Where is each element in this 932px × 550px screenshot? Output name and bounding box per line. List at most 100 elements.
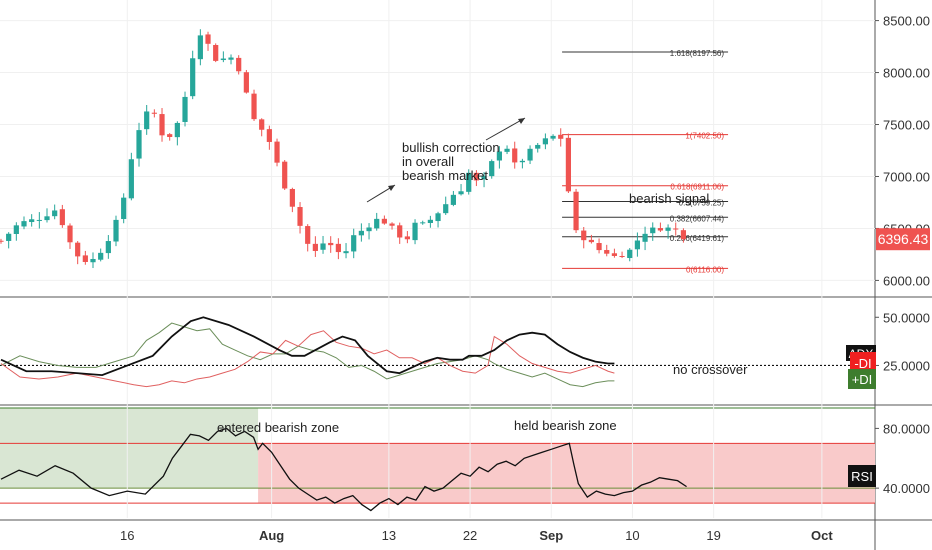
price-y-tick-label: 8000.00	[883, 66, 930, 81]
candle-body	[182, 96, 188, 122]
candle-body	[443, 204, 449, 214]
adx-series	[0, 316, 875, 388]
candle-body	[381, 218, 387, 224]
candle-body	[59, 209, 65, 226]
candle-body	[266, 129, 272, 142]
adx-y-axis: 50.0000 25.0000	[875, 310, 930, 373]
annotation-bullish-line-3: bearish market	[402, 168, 488, 183]
candle-body	[0, 240, 4, 242]
candle-body	[6, 233, 12, 241]
candle-body	[251, 93, 257, 120]
candle-body	[121, 197, 127, 220]
adx-legend: ADX -DI +DI	[846, 345, 876, 389]
candle-body	[611, 253, 618, 256]
candle-body	[13, 225, 19, 234]
adx-y-tick-label: 50.0000	[883, 310, 930, 325]
candle-body	[29, 219, 35, 223]
rsi-series	[0, 427, 687, 512]
candle-body	[358, 230, 364, 236]
candle-body	[473, 172, 479, 181]
candle-body	[412, 222, 418, 241]
candle-body	[565, 137, 571, 192]
candle-body	[205, 34, 211, 44]
rsi-y-tick-label: 80.0000	[883, 421, 930, 436]
candle-body	[144, 111, 150, 130]
annotation-arrow-2-head	[518, 118, 525, 124]
rsi-zones	[0, 407, 875, 504]
annotation-entered-bearish-zone: entered bearish zone	[217, 420, 339, 435]
candle-body	[680, 230, 687, 240]
candle-body	[90, 258, 96, 263]
candle-body	[289, 188, 295, 207]
candle-body	[75, 242, 81, 257]
candlestick-series	[0, 29, 687, 269]
time-x-axis: 16 Aug 13 22 Sep 10 19 Oct	[120, 528, 833, 543]
annotation-bearish-signal: bearish signal	[629, 191, 709, 206]
candle-body	[220, 58, 226, 61]
legend-rsi: RSI	[851, 469, 873, 484]
x-tick-label: 13	[382, 528, 396, 543]
legend-plus-di: +DI	[852, 372, 873, 387]
price-y-tick-label: 6000.00	[883, 273, 930, 288]
candle-body	[174, 122, 180, 138]
candle-body	[542, 138, 548, 145]
candle-body	[627, 249, 633, 259]
rsi-y-axis: 80.0000 40.0000	[875, 421, 930, 496]
candle-body	[228, 57, 234, 60]
candle-body	[650, 227, 656, 234]
candle-body	[374, 218, 380, 229]
candle-body	[389, 223, 395, 226]
candle-body	[282, 161, 288, 189]
rsi-green-zone	[0, 408, 259, 489]
candle-body	[550, 135, 556, 139]
candle-body	[466, 172, 472, 192]
candle-body	[98, 252, 104, 260]
fib-label: 0.236(6419.61)	[670, 234, 725, 243]
annotation-held-bearish-zone: held bearish zone	[514, 418, 617, 433]
x-tick-label: 10	[625, 528, 639, 543]
candle-body	[351, 235, 357, 252]
candle-body	[427, 219, 433, 223]
candle-body	[128, 159, 134, 199]
candle-body	[328, 242, 334, 246]
candle-body	[527, 148, 533, 161]
fib-levels: 1.618(8197.56) 1(7402.50) 0.618(6911.06) 0.…	[562, 49, 729, 274]
candle-body	[504, 148, 510, 152]
candle-body	[52, 210, 58, 217]
annotation-bullish-line-1: bullish correction	[402, 140, 500, 155]
candle-body	[197, 35, 203, 60]
candle-body	[136, 130, 142, 159]
candle-body	[36, 219, 42, 221]
candle-body	[167, 134, 173, 137]
candle-body	[305, 226, 311, 244]
x-tick-label: 16	[120, 528, 134, 543]
candle-body	[236, 57, 242, 72]
candle-body	[44, 216, 50, 221]
candle-body	[159, 114, 165, 136]
fib-label: 0.618(6911.06)	[670, 183, 724, 192]
candle-body	[512, 148, 518, 163]
candle-body	[573, 191, 579, 231]
candle-body	[297, 207, 303, 226]
candle-body	[588, 239, 594, 243]
candle-body	[82, 255, 88, 262]
candle-body	[335, 243, 341, 253]
fib-label: 1(7402.50)	[685, 132, 724, 141]
candle-body	[312, 243, 318, 251]
candle-body	[558, 134, 564, 139]
candle-body	[420, 222, 426, 224]
annotation-arrow-1-head	[388, 185, 395, 191]
adx-y-tick-label: 25.0000	[883, 358, 930, 373]
chart-grid	[0, 0, 875, 518]
price-y-tick-label: 7000.00	[883, 169, 930, 184]
x-tick-label: Oct	[811, 528, 833, 543]
x-tick-label: Sep	[539, 528, 563, 543]
annotation-bullish-line-2: in overall	[402, 154, 454, 169]
candle-body	[274, 141, 280, 163]
candle-body	[320, 243, 326, 250]
price-y-tick-label: 8500.00	[883, 14, 930, 29]
candle-body	[190, 58, 196, 97]
fib-label: 0(6116.00)	[686, 265, 724, 274]
rsi-line	[0, 427, 687, 512]
price-y-axis: 8500.008000.007500.007000.006500.006000.…	[875, 14, 930, 288]
